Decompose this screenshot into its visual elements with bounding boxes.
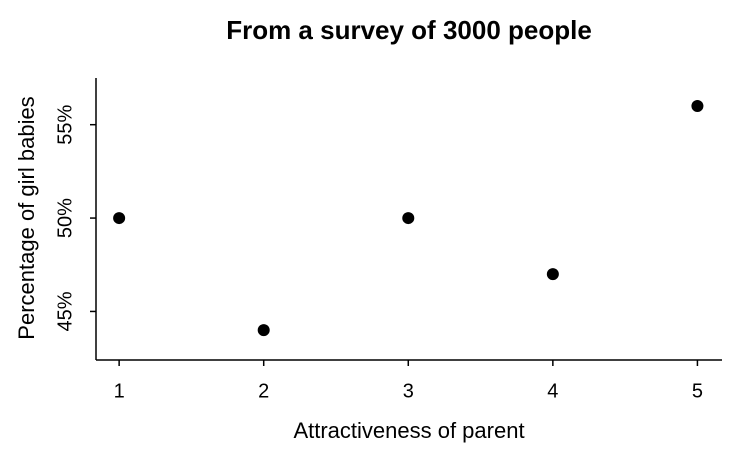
point: [546, 268, 559, 281]
x-tick-label: 4: [547, 380, 558, 402]
y-axis-label: Percentage of girl babies: [14, 96, 39, 339]
y-tick-label: 50%: [54, 198, 76, 238]
x-axis-label: Attractiveness of parent: [293, 418, 524, 443]
point: [402, 212, 415, 225]
x-tick-label: 1: [114, 380, 125, 402]
point: [113, 212, 126, 225]
x-tick-label: 3: [403, 380, 414, 402]
y-tick-label: 55%: [54, 104, 76, 144]
x-tick-label: 2: [258, 380, 269, 402]
y-tick-label: 45%: [54, 291, 76, 331]
chart-title: From a survey of 3000 people: [226, 15, 592, 45]
point: [257, 324, 270, 337]
point: [691, 100, 704, 113]
x-tick-label: 5: [692, 380, 703, 402]
